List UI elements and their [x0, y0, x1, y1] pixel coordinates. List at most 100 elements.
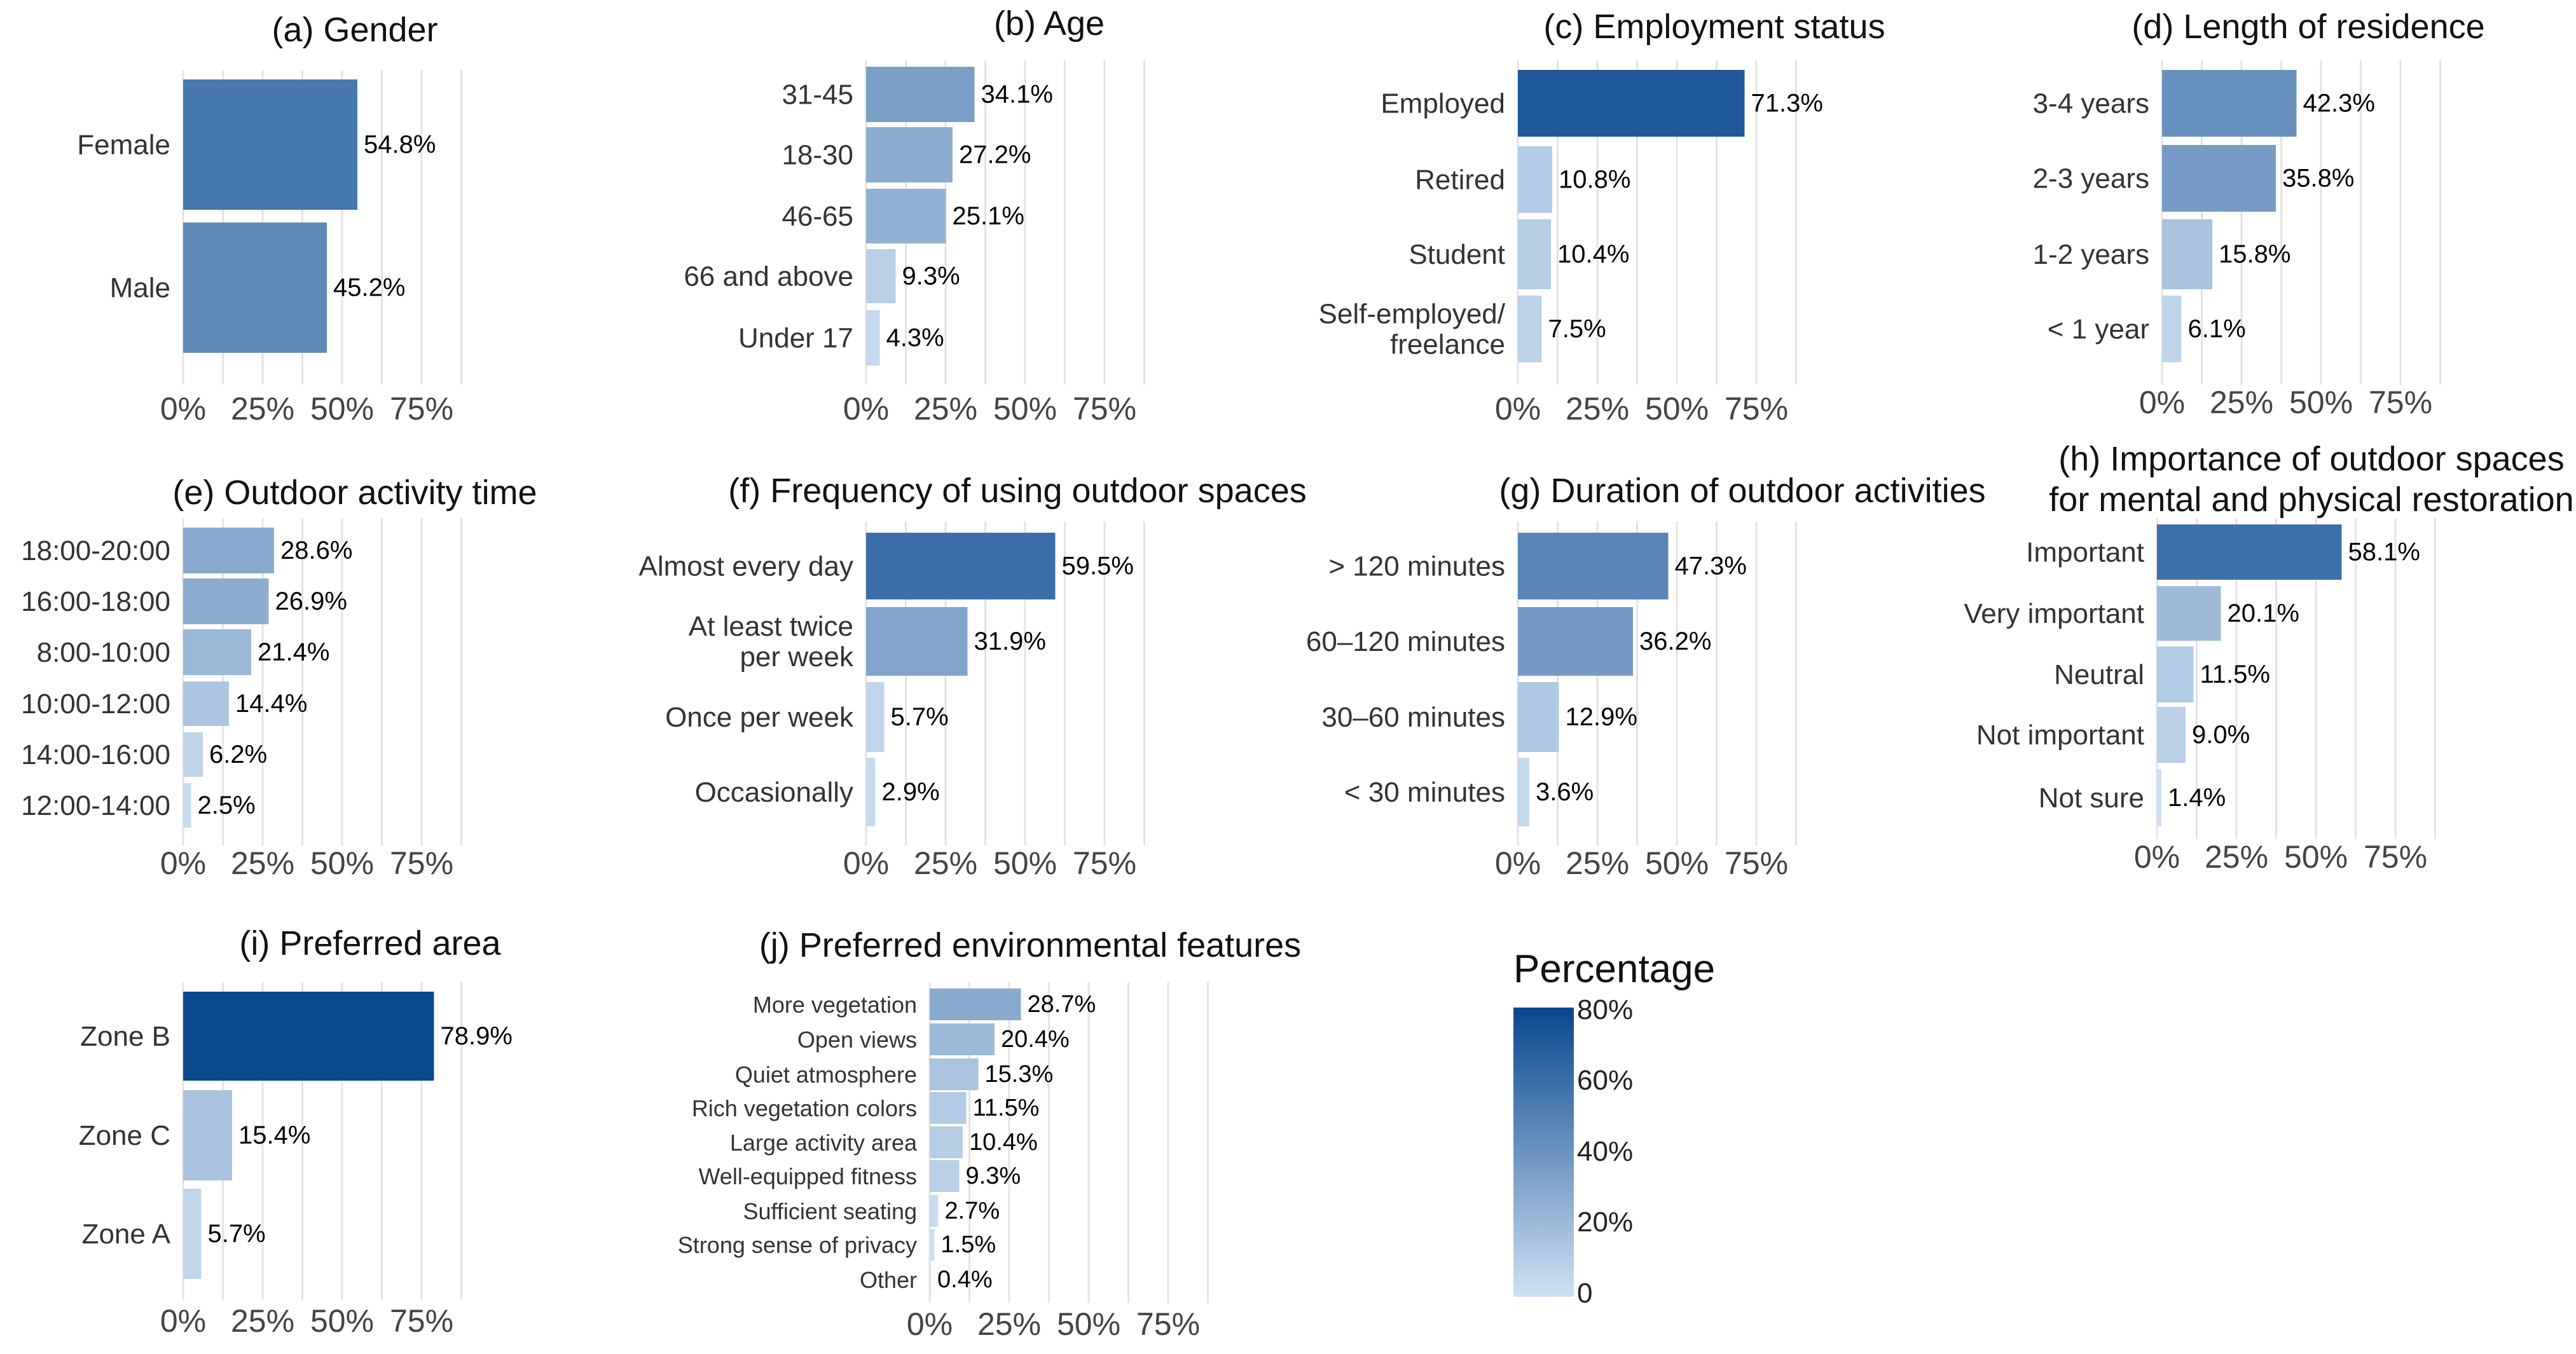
category-label: 14:00-16:00 [21, 739, 170, 770]
bar [930, 1126, 963, 1158]
data-label: 6.1% [2188, 315, 2246, 343]
data-label: 47.3% [1675, 552, 1747, 580]
bar [2162, 145, 2276, 212]
data-label: 54.8% [364, 131, 436, 159]
data-label: 20.4% [1001, 1026, 1070, 1053]
bar [866, 189, 946, 243]
category-label: More vegetation [753, 992, 917, 1018]
data-label: 15.3% [985, 1061, 1054, 1088]
category-label: Important [2026, 537, 2144, 568]
bar [1518, 533, 1669, 599]
category-label: Not sure [2039, 783, 2144, 814]
bar [2157, 524, 2342, 580]
legend-tick-40: 40% [1577, 1136, 1633, 1167]
bar [2157, 646, 2194, 702]
color-legend: Percentage 80% 60% 40% 20% 0 [1513, 947, 1715, 1309]
category-label: Student [1409, 239, 1505, 270]
data-label: 31.9% [974, 627, 1046, 655]
bar [1518, 146, 1552, 213]
data-label: 10.4% [969, 1129, 1038, 1156]
data-label: 26.9% [275, 587, 347, 615]
bar [930, 1229, 935, 1261]
x-tick-label: 25% [231, 1303, 294, 1339]
data-label: 15.4% [238, 1121, 310, 1149]
x-tick-label: 25% [977, 1306, 1041, 1342]
bar [1518, 70, 1745, 137]
x-tick-label: 50% [2284, 839, 2348, 875]
bar [2162, 219, 2212, 289]
legend-title: Percentage [1513, 947, 1715, 991]
category-label: Almost every day [639, 550, 853, 582]
x-tick-label: 0% [160, 845, 206, 881]
bar [930, 1092, 967, 1124]
x-tick-label: 0% [1495, 391, 1541, 427]
legend-tick-60: 60% [1577, 1065, 1633, 1096]
bar [1518, 607, 1633, 676]
bar [183, 528, 274, 573]
category-label: 46-65 [782, 201, 853, 232]
panel-e: (e) Outdoor activity time 28.6% 18:00-20:0… [21, 474, 537, 881]
data-label: 35.8% [2282, 165, 2354, 193]
bar [930, 1058, 979, 1090]
panel-title: (e) Outdoor activity time [172, 474, 537, 512]
x-tick-label: 25% [231, 845, 294, 881]
x-tick-label: 25% [914, 391, 977, 427]
category-label: Occasionally [695, 777, 853, 808]
category-label: 18-30 [782, 139, 853, 170]
x-tick-label: 75% [390, 391, 453, 427]
data-label: 42.3% [2303, 90, 2375, 118]
data-label: 45.2% [333, 274, 405, 302]
data-label: 4.3% [886, 324, 944, 352]
bar [1518, 219, 1551, 289]
data-label: 1.4% [2168, 784, 2226, 812]
category-label: 31-45 [782, 79, 853, 110]
category-label: Open views [797, 1027, 917, 1053]
panel-title: (b) Age [994, 4, 1105, 43]
category-label: Zone C [79, 1120, 170, 1151]
category-label: < 1 year [2048, 313, 2149, 345]
x-tick-label: 50% [993, 391, 1057, 427]
panel-f: (f) Frequency of using outdoor spaces 59.… [639, 472, 1307, 881]
x-tick-label: 75% [1073, 845, 1136, 881]
x-tick-label: 50% [310, 1303, 374, 1339]
bar [183, 681, 229, 726]
bar [2157, 586, 2221, 641]
bar [183, 783, 191, 828]
data-label: 2.9% [882, 778, 940, 806]
data-label: 34.1% [981, 81, 1053, 109]
category-label: Not important [1976, 720, 2144, 751]
category-label: 18:00-20:00 [21, 535, 170, 566]
bar [1518, 296, 1542, 362]
panel-title: (h) Importance of outdoor spaces for ment… [2049, 440, 2573, 519]
bar [1518, 758, 1529, 826]
category-label: Rich vegetation colors [692, 1095, 917, 1121]
x-tick-label: 75% [2364, 839, 2427, 875]
data-label: 5.7% [891, 703, 949, 731]
category-label: 8:00-10:00 [37, 637, 170, 668]
data-label: 11.5% [973, 1095, 1040, 1121]
x-tick-label: 50% [1645, 845, 1709, 881]
x-tick-label: 75% [2369, 385, 2432, 420]
category-label: Well-equipped fitness [698, 1163, 917, 1189]
bar [930, 988, 1021, 1020]
x-tick-label: 75% [390, 845, 453, 881]
bar [930, 1160, 960, 1192]
x-tick-label: 0% [160, 1303, 206, 1339]
x-tick-label: 0% [1495, 845, 1541, 881]
bar [183, 629, 251, 675]
panel-title: (j) Preferred environmental features [759, 926, 1301, 964]
category-label: Retired [1415, 164, 1505, 195]
panel-title: (a) Gender [272, 11, 437, 49]
x-tick-label: 25% [914, 845, 977, 881]
category-label: Quiet atmosphere [735, 1062, 917, 1088]
data-label: 5.7% [208, 1220, 266, 1248]
x-tick-label: 75% [1725, 391, 1788, 427]
data-label: 14.4% [235, 690, 307, 718]
data-label: 6.2% [209, 741, 267, 769]
bar [183, 1189, 202, 1279]
x-tick-label: 75% [390, 1303, 453, 1339]
data-label: 78.9% [441, 1022, 513, 1050]
data-label: 25.1% [953, 202, 1024, 230]
category-label: Under 17 [738, 322, 853, 353]
data-label: 27.2% [959, 141, 1031, 169]
